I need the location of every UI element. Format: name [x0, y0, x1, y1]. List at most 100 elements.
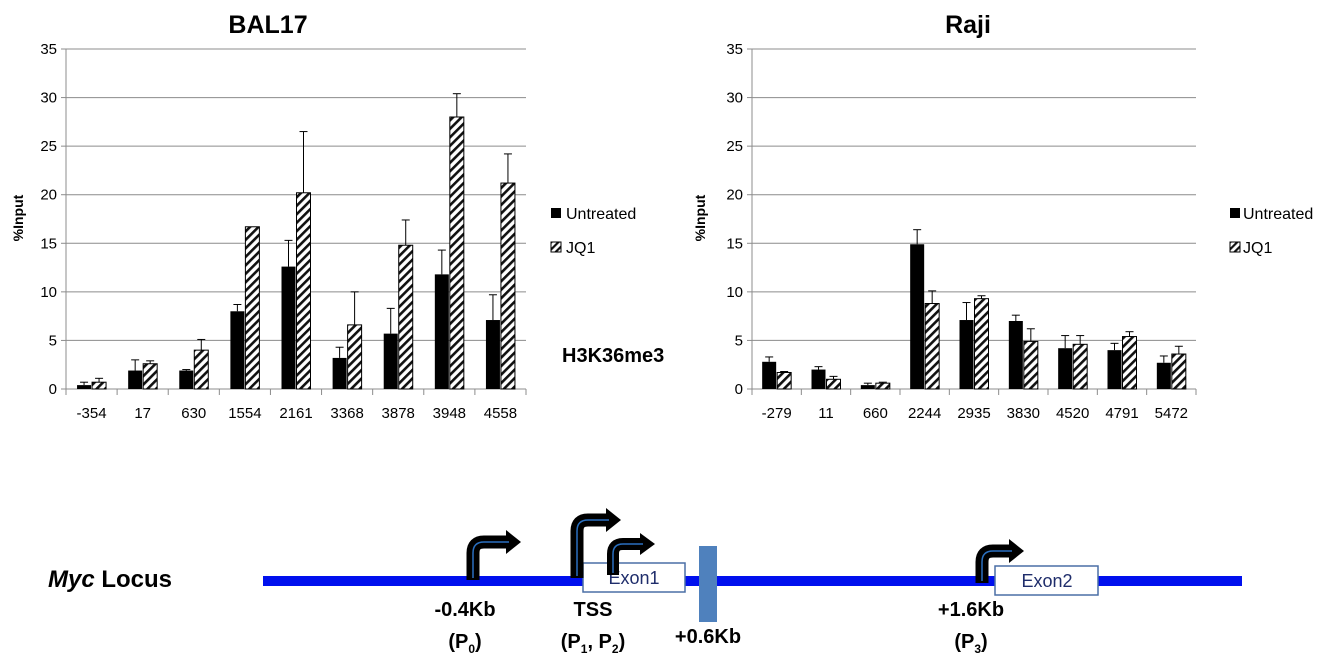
bar-untreated-2935: [959, 320, 974, 389]
bar-jq1-11: [826, 378, 841, 390]
exon2-box: [994, 565, 1099, 596]
legend: Untreated JQ1: [550, 206, 636, 257]
x-tick-label: -354: [77, 405, 107, 422]
bar-jq1-3830: [1023, 340, 1039, 390]
bar-jq1-660: [875, 382, 891, 390]
bar-untreated-5472: [1156, 362, 1171, 389]
position-label-mid: +0.6Kb: [675, 626, 741, 648]
bar-untreated--354: [77, 385, 92, 389]
y-tick-label: 25: [40, 138, 57, 155]
bar-untreated-630: [179, 370, 194, 389]
bar-jq1--279: [776, 371, 792, 390]
bar-untreated-4791: [1107, 350, 1122, 389]
legend-label-jq1: JQ1: [566, 240, 595, 257]
promoter-arrow-p2-icon: [607, 533, 655, 575]
x-tick-label: 3830: [1007, 405, 1040, 422]
y-tick-label: 25: [726, 138, 743, 155]
y-tick-label: 10: [40, 284, 57, 301]
bar-jq1-3368: [347, 324, 363, 390]
x-tick-label: 3368: [330, 405, 363, 422]
bar-jq1-4558: [500, 182, 516, 390]
bar-untreated-11: [811, 369, 826, 389]
legend-swatch-untreated: [1230, 208, 1240, 218]
y-tick-label: 5: [735, 332, 743, 349]
x-tick-label: 2161: [279, 405, 312, 422]
y-tick-label: 20: [40, 187, 57, 204]
locus-line: [263, 576, 1242, 586]
bar-untreated-660: [860, 385, 875, 389]
legend-label-jq1: JQ1: [1243, 240, 1272, 257]
x-tick-label: 5472: [1155, 405, 1188, 422]
bar-untreated-3878: [383, 333, 398, 389]
legend-label-untreated: Untreated: [566, 206, 636, 223]
position-label-p3: +1.6Kb: [938, 599, 1004, 621]
bar-jq1-2244: [924, 303, 940, 390]
myc-locus-diagram: Myc Locus Exon1 Exon2 -0.4Kb: [48, 508, 1242, 656]
y-axis-label: %Input: [10, 194, 26, 241]
bar-untreated-17: [128, 370, 143, 389]
plot-area: 0 5 10 15 20 25 30 35 -354 17 630 1554 2161 3368 3878 3…: [40, 41, 527, 422]
x-tick-label: 11: [818, 405, 834, 422]
bar-untreated-1554: [230, 311, 245, 389]
bar-jq1-17: [142, 363, 158, 390]
bar-untreated-3368: [332, 357, 347, 389]
bar-jq1--354: [91, 381, 107, 390]
chart-title: Raji: [945, 11, 991, 39]
promoter-label-p3: (P3): [954, 631, 987, 656]
y-tick-label: 0: [735, 381, 743, 398]
exon1-label: Exon1: [608, 568, 659, 588]
promoter-arrow-p1-icon: [570, 508, 621, 578]
bar-jq1-1554: [244, 226, 260, 390]
y-tick-label: 30: [40, 90, 57, 107]
legend: Untreated JQ1: [1229, 206, 1313, 257]
y-tick-label: 10: [726, 284, 743, 301]
y-tick-label: 0: [49, 381, 57, 398]
bar-jq1-3878: [398, 244, 414, 390]
bar-untreated-4520: [1058, 348, 1073, 389]
promoter-arrow-p0-icon: [466, 530, 521, 580]
bar-untreated-2161: [281, 266, 296, 389]
plot-area: 0 5 10 15 20 25 30 35 -279 11 660 2244 2935 3830 4520 4…: [726, 41, 1197, 422]
chart-title: BAL17: [228, 11, 307, 39]
y-tick-label: 30: [726, 90, 743, 107]
bar-jq1-5472: [1171, 353, 1187, 390]
bar-jq1-4520: [1072, 343, 1088, 390]
exon1-box: [582, 562, 686, 593]
bar-jq1-2161: [296, 192, 311, 390]
legend-swatch-untreated: [551, 208, 561, 218]
chart-raji: Raji 0 5 10 15 20 25 30 35 -279 11 660 2244 2935 3830…: [692, 11, 1313, 422]
y-tick-label: 35: [40, 41, 57, 58]
bar-untreated-3830: [1008, 321, 1023, 389]
x-tick-label: 4520: [1056, 405, 1089, 422]
bar-jq1-2935: [974, 298, 989, 390]
bar-jq1-630: [193, 349, 209, 390]
bar-untreated-4558: [485, 320, 500, 389]
x-tick-label: 2935: [957, 405, 990, 422]
histone-mark-label: H3K36me3: [562, 345, 664, 367]
x-tick-label: 3948: [433, 405, 466, 422]
x-tick-label: 1554: [228, 405, 261, 422]
tss-label: TSS: [574, 599, 613, 621]
y-axis-label: %Input: [692, 194, 708, 241]
position-label-p0: -0.4Kb: [434, 599, 495, 621]
promoter-label-p0: (P0): [448, 631, 481, 656]
y-tick-label: 5: [49, 332, 57, 349]
x-tick-label: -279: [762, 405, 792, 422]
x-tick-label: 17: [134, 405, 151, 422]
bar-jq1-4791: [1122, 336, 1137, 390]
legend-swatch-jq1: [550, 241, 562, 253]
promoter-label-p1-p2: (P1, P2): [561, 631, 626, 656]
bar-jq1-3948: [449, 116, 465, 390]
plus-0-6kb-marker: [699, 546, 717, 622]
y-tick-label: 35: [726, 41, 743, 58]
bar-untreated-2244: [910, 244, 925, 389]
x-tick-label: 4791: [1105, 405, 1138, 422]
x-tick-label: 630: [181, 405, 206, 422]
x-tick-label: 3878: [382, 405, 415, 422]
promoter-arrow-p3-icon: [975, 539, 1024, 583]
locus-title: Myc Locus: [48, 566, 172, 593]
x-tick-label: 660: [863, 405, 888, 422]
legend-label-untreated: Untreated: [1243, 206, 1313, 223]
chart-bal17: BAL17 0 5 10 15 20 25 30 35 -354 17 630 1554 2161 336…: [10, 11, 636, 422]
